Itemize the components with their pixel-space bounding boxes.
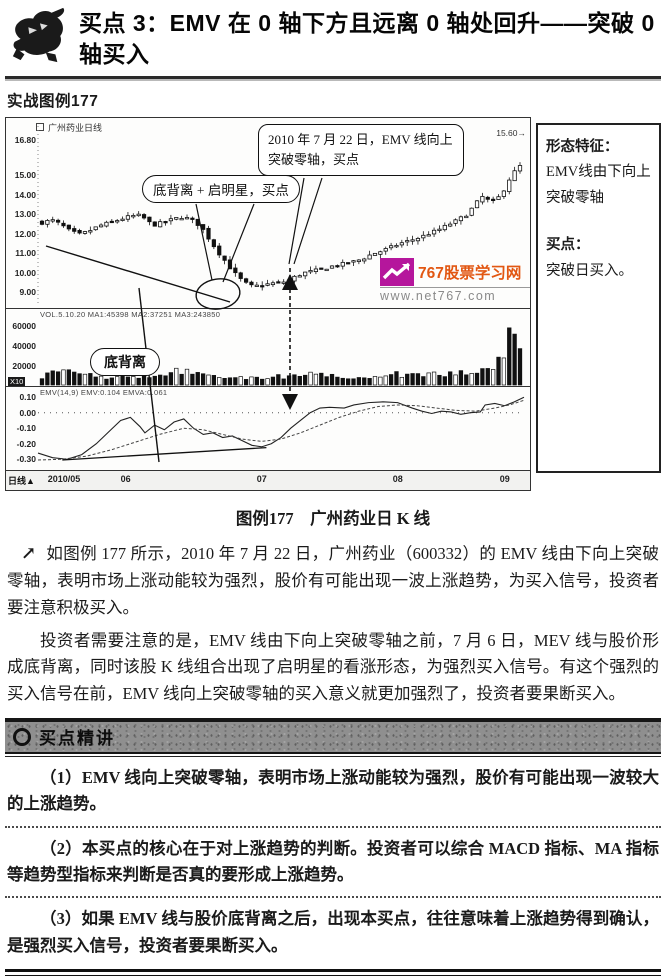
axis-tick-label: 0.00 (19, 407, 36, 418)
band-underline (5, 755, 661, 757)
summary-heading-buypoint: 买点： (546, 237, 590, 254)
axis-tick-label: 0.10 (19, 392, 36, 403)
section-label: 实战图例177 (7, 93, 99, 111)
key-point-2: （2）本买点的核心在于对上涨趋势的判断。投资者可以综合 MACD 指标、MA 指… (7, 838, 659, 885)
highlight-band-wrap: 买点精讲 (5, 717, 661, 754)
paragraph-lead-arrow-icon: ↗ (21, 543, 37, 564)
axis-tick-label: 14.00 (14, 189, 36, 200)
volume-plot (39, 327, 523, 386)
volume-panel: VOL.5.10.20 MA1:45398 MA2:37251 MA3:2438… (6, 308, 530, 387)
axis-tick-label: 40000 (12, 341, 36, 352)
emv-panel: EMV(14,9) EMV:0.104 EMVA:0.061 0.10 0.00 -… (6, 386, 530, 471)
axis-tick-label: -0.10 (16, 423, 36, 434)
key-point-3: （3）如果 EMV 线与股价底背离之后，出现本买点，往往意味着上涨趋势得到确认，… (7, 909, 659, 955)
volume-scale-label: X10 (8, 377, 26, 387)
key-point-1: （1）EMV 线向上突破零轴，表明市场上涨动能较为强烈，股价有可能出现一波较大的… (7, 767, 659, 814)
price-panel: 广州药业日线 15.60→ 16.80 15.00 14.00 13.00 12.00 1… (6, 118, 530, 308)
watermark-url: www.net767.com (380, 287, 530, 303)
circle-bullet-icon (13, 727, 31, 746)
bottom-rule (5, 969, 661, 976)
emv-header: EMV(14,9) EMV:0.104 EMVA:0.061 (40, 388, 168, 398)
window-square-icon (36, 123, 44, 132)
axis-tick-label: 11.00 (15, 248, 36, 259)
axis-tick-label: 20000 (12, 361, 36, 372)
x-axis-tick-label: 2010/05 (47, 474, 81, 485)
x-axis-tick-label: 06 (120, 474, 131, 485)
highlight-band: 买点精讲 (5, 721, 661, 752)
x-axis-tick-label: 08 (392, 474, 403, 485)
watermark-title: 767股票学习网 (418, 265, 522, 283)
page-title: 买点 3：EMV 在 0 轴下方且远离 0 轴处回升——突破 0 轴买入 (79, 10, 655, 68)
summary-pattern-text: EMV线由下向上突破零轴 (546, 164, 651, 206)
summary-heading-pattern: 形态特征： (546, 139, 619, 156)
bull-logo-icon (12, 7, 65, 63)
x-axis-tick-label: 09 (499, 474, 510, 485)
candlestick-plot (37, 126, 523, 307)
summary-buypoint-text: 突破日买入。 (546, 262, 633, 279)
watermark: 767股票学习网 www.net767.com (380, 258, 530, 303)
stock-chart: 广州药业日线 15.60→ 16.80 15.00 14.00 13.00 12.00 1… (5, 117, 531, 492)
body-paragraph-1: ↗ 如图例 177 所示，2010 年 7 月 22 日，广州药业（600332）… (7, 543, 659, 617)
axis-tick-label: 12.00 (14, 228, 36, 239)
x-axis-tick-label: 07 (256, 474, 267, 485)
last-price-tag: 15.60→ (496, 128, 526, 139)
callout-morning-star: 底背离 + 启明星，买点 (142, 175, 300, 204)
emv-plot (37, 396, 525, 461)
axis-tick-label: -0.30 (16, 454, 36, 465)
page-header: 买点 3：EMV 在 0 轴下方且远离 0 轴处回升——突破 0 轴买入 (5, 4, 661, 70)
highlight-band-label: 买点精讲 (39, 729, 115, 749)
volume-header: VOL.5.10.20 MA1:45398 MA2:37251 MA3:2438… (40, 310, 221, 320)
callout-breakout: 2010 年 7 月 22 日，EMV 线向上突破零轴，买点 (258, 124, 464, 177)
watermark-logo-icon (380, 258, 414, 287)
title-rule (5, 76, 661, 80)
pattern-summary-box: 形态特征： EMV线由下向上突破零轴 买点： 突破日买入。 (536, 123, 661, 474)
axis-tick-label: 13.00 (14, 209, 36, 220)
callout-divergence: 底背离 (90, 348, 160, 377)
dotted-divider (5, 896, 661, 899)
x-axis-row: 日线▲ 2010/05 06 07 08 09 (6, 470, 530, 491)
spacer (546, 211, 653, 233)
figure-area: 广州药业日线 15.60→ 16.80 15.00 14.00 13.00 12.00 1… (5, 117, 661, 492)
axis-tick-label: 16.80 (14, 134, 36, 145)
axis-tick-label: 10.00 (14, 267, 36, 278)
dotted-divider (5, 825, 661, 828)
body-paragraph-2: 投资者需要注意的是，EMV 线由下向上突破零轴之前，7 月 6 日，MEV 线与… (7, 630, 659, 704)
figure-caption: 图例177 广州药业日 K 线 (235, 509, 431, 529)
x-axis-corner-label: 日线▲ (8, 476, 35, 487)
axis-tick-label: 60000 (12, 321, 36, 332)
axis-tick-label: 15.00 (14, 170, 36, 180)
axis-tick-label: -0.20 (16, 438, 36, 449)
axis-tick-label: 9.00 (19, 287, 36, 298)
chart-title: 广州药业日线 (36, 121, 102, 134)
